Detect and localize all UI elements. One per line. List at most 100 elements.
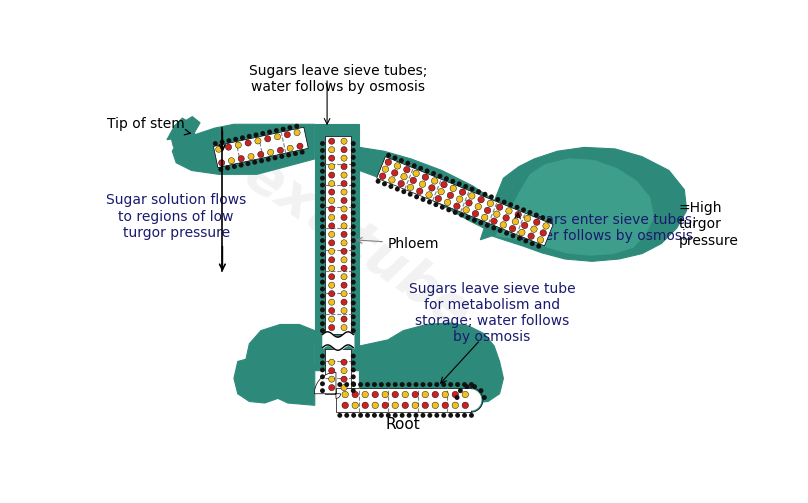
Circle shape: [329, 181, 335, 187]
Circle shape: [344, 413, 349, 418]
Circle shape: [547, 218, 552, 223]
Circle shape: [420, 413, 426, 418]
Circle shape: [320, 321, 325, 326]
Circle shape: [329, 248, 335, 255]
Circle shape: [463, 184, 468, 189]
Circle shape: [329, 231, 335, 237]
Circle shape: [293, 151, 298, 156]
Circle shape: [537, 237, 544, 243]
Circle shape: [428, 185, 435, 191]
Circle shape: [255, 138, 261, 144]
Circle shape: [427, 382, 432, 387]
Circle shape: [341, 265, 347, 271]
Circle shape: [341, 197, 347, 204]
Circle shape: [393, 413, 398, 418]
Circle shape: [320, 238, 325, 243]
Circle shape: [351, 217, 356, 222]
Circle shape: [435, 196, 441, 202]
Circle shape: [392, 170, 398, 176]
Circle shape: [382, 402, 389, 408]
Circle shape: [225, 165, 230, 171]
Circle shape: [441, 413, 446, 418]
Circle shape: [351, 374, 356, 379]
Circle shape: [329, 189, 335, 195]
Circle shape: [245, 140, 251, 146]
Circle shape: [234, 137, 238, 142]
Circle shape: [320, 361, 325, 366]
Circle shape: [351, 162, 356, 167]
Circle shape: [320, 148, 325, 153]
Circle shape: [351, 176, 356, 181]
Circle shape: [246, 161, 250, 166]
Circle shape: [320, 155, 325, 160]
Circle shape: [415, 194, 419, 199]
Circle shape: [351, 231, 356, 236]
Circle shape: [320, 300, 325, 305]
Circle shape: [407, 184, 414, 191]
Text: =High
turgor
pressure: =High turgor pressure: [679, 201, 739, 247]
Circle shape: [459, 189, 465, 195]
Circle shape: [341, 257, 347, 263]
Polygon shape: [314, 372, 340, 398]
Circle shape: [462, 382, 467, 387]
Circle shape: [351, 280, 356, 285]
Circle shape: [294, 124, 299, 129]
Circle shape: [508, 202, 513, 207]
Circle shape: [402, 402, 409, 408]
Circle shape: [437, 174, 443, 179]
Polygon shape: [315, 124, 360, 363]
Circle shape: [521, 207, 526, 212]
Circle shape: [406, 413, 411, 418]
Bar: [325, 349, 351, 394]
Circle shape: [528, 233, 534, 239]
Circle shape: [329, 316, 335, 322]
Text: Root: Root: [386, 417, 421, 432]
Circle shape: [491, 225, 496, 230]
Circle shape: [320, 183, 325, 188]
Circle shape: [275, 134, 280, 140]
Circle shape: [450, 185, 457, 192]
Circle shape: [457, 196, 463, 202]
Circle shape: [352, 391, 359, 398]
Circle shape: [232, 164, 237, 169]
Circle shape: [320, 203, 325, 208]
Circle shape: [509, 225, 516, 232]
Circle shape: [351, 388, 356, 393]
Polygon shape: [175, 117, 200, 140]
Circle shape: [341, 307, 347, 314]
Circle shape: [494, 211, 500, 217]
Circle shape: [320, 280, 325, 285]
Circle shape: [218, 167, 223, 172]
Circle shape: [521, 222, 528, 229]
Circle shape: [351, 382, 356, 387]
Circle shape: [320, 190, 325, 195]
Circle shape: [372, 402, 378, 408]
Circle shape: [406, 160, 410, 165]
Circle shape: [379, 382, 384, 387]
Circle shape: [288, 125, 292, 130]
Circle shape: [267, 149, 274, 155]
Circle shape: [498, 228, 503, 233]
Polygon shape: [336, 388, 471, 412]
Circle shape: [272, 155, 277, 160]
Circle shape: [320, 307, 325, 312]
Circle shape: [453, 203, 460, 209]
Circle shape: [413, 170, 419, 177]
Circle shape: [533, 219, 540, 225]
Circle shape: [382, 182, 387, 186]
Circle shape: [259, 158, 264, 163]
Polygon shape: [179, 133, 186, 143]
Circle shape: [422, 174, 429, 181]
Circle shape: [329, 291, 335, 297]
Circle shape: [482, 214, 488, 221]
Circle shape: [455, 413, 460, 418]
Circle shape: [484, 207, 490, 214]
Circle shape: [341, 384, 347, 391]
Circle shape: [329, 223, 335, 229]
Circle shape: [440, 182, 447, 188]
Circle shape: [541, 215, 545, 220]
Circle shape: [482, 192, 487, 197]
Circle shape: [392, 391, 398, 398]
Circle shape: [320, 266, 325, 271]
Circle shape: [469, 187, 474, 192]
